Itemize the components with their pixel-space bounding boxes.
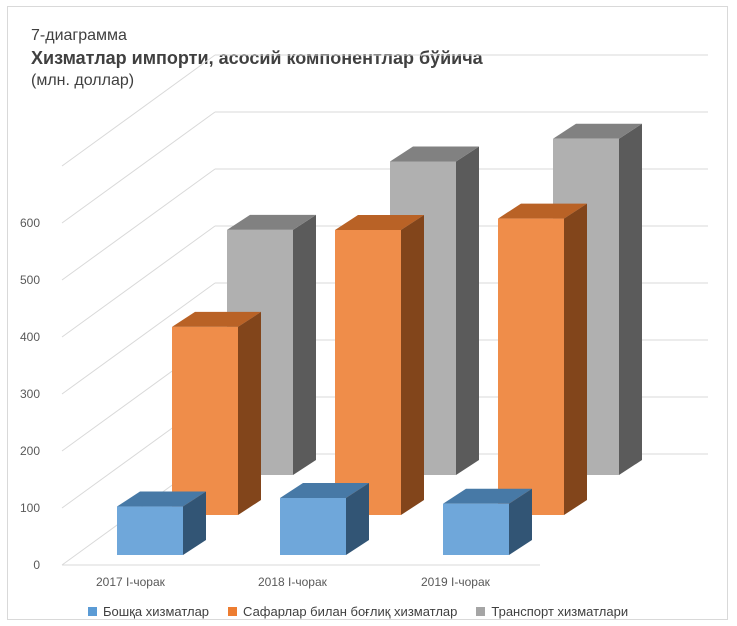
gridline-depth [61,282,216,395]
legend-item-other: Бошқа хизматлар [88,604,209,619]
bar-top [390,146,479,162]
legend-label-transport: Транспорт хизматлари [491,604,629,619]
bar-side [509,488,532,555]
legend-item-travel: Сафарлар билан боғлиқ хизматлар [228,604,457,619]
chart-legend: Бошқа хизматлар Сафарлар билан боғлиқ хи… [88,604,647,619]
bar-side [401,215,424,515]
bar [280,498,346,555]
bar-side [293,214,316,475]
legend-swatch-other [88,607,97,616]
gridline-depth [61,54,216,167]
chart-unit: (млн. доллар) [31,72,135,89]
chart-subtitle: 7-диаграмма [31,27,127,44]
bar-top [498,203,587,219]
bar [117,506,183,555]
x-tick-label: 2018 I-чорак [258,575,328,589]
legend-label-travel: Сафарлар билан боғлиқ хизматлар [243,604,458,619]
gridline-depth [61,225,216,338]
bar-side [238,311,261,515]
bar [172,326,238,515]
bar-top [227,214,316,230]
y-tick-label: 300 [20,387,40,401]
bar [498,218,564,515]
y-tick-label: 0 [33,558,40,572]
y-tick-label: 200 [20,444,40,458]
bar-side [183,491,206,555]
gridline-depth [61,168,216,281]
x-tick-label: 2019 I-чорак [421,575,491,589]
legend-item-transport: Транспорт хизматлари [476,604,628,619]
y-tick-label: 600 [20,216,40,230]
bar-side [346,483,369,555]
bar-top [443,488,532,504]
legend-swatch-transport [476,607,486,616]
bar-top [117,491,206,507]
y-tick-label: 100 [20,501,40,515]
legend-swatch-travel [228,607,238,616]
bar-top [280,483,369,498]
bar-side [564,203,587,515]
bar-side [619,123,642,475]
y-tick-label: 400 [20,330,40,344]
bar-top [335,215,424,230]
legend-label-other: Бошқа хизматлар [103,604,210,619]
bar [335,230,401,515]
bar-side [456,146,479,475]
x-tick-label: 2017 I-чорак [96,575,166,589]
bar [443,503,509,555]
bar-top [553,123,642,139]
chart-title: Хизматлар импорти, асосий компонентлар б… [31,48,483,68]
gridline-depth [61,111,216,224]
bar-top [172,311,261,327]
y-tick-label: 500 [20,273,40,287]
